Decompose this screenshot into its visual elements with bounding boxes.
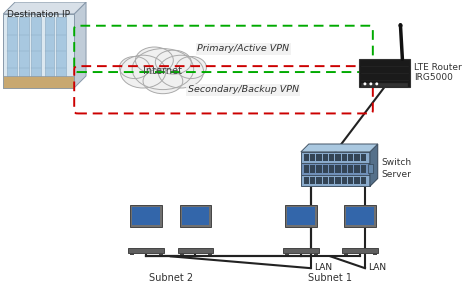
Bar — [329, 154, 334, 161]
Bar — [310, 177, 315, 185]
Bar — [128, 249, 164, 253]
Text: Internet: Internet — [143, 66, 182, 76]
Bar — [354, 165, 360, 173]
Bar — [3, 14, 74, 88]
Bar — [329, 177, 334, 185]
Bar — [310, 154, 315, 161]
Polygon shape — [3, 2, 86, 14]
Bar — [287, 207, 315, 225]
Bar — [301, 152, 370, 163]
Bar — [314, 253, 318, 255]
Bar — [3, 76, 74, 88]
Text: Subnet 2: Subnet 2 — [149, 273, 193, 283]
Bar — [177, 249, 213, 253]
Bar — [336, 154, 341, 161]
Bar — [316, 154, 322, 161]
Bar — [132, 207, 160, 225]
Bar — [285, 253, 289, 255]
Bar — [348, 165, 354, 173]
Circle shape — [363, 82, 366, 85]
Bar — [180, 205, 211, 227]
Text: Primary/Active VPN: Primary/Active VPN — [197, 44, 289, 53]
Bar — [344, 205, 376, 227]
Bar — [344, 253, 348, 255]
Bar — [348, 154, 354, 161]
Bar — [159, 253, 163, 255]
Circle shape — [375, 82, 378, 85]
Bar — [57, 17, 67, 85]
Text: Destination IP: Destination IP — [7, 10, 70, 19]
Bar — [342, 165, 347, 173]
Bar — [342, 249, 378, 253]
Bar — [354, 154, 360, 161]
Bar — [348, 177, 354, 185]
Bar — [323, 165, 328, 173]
Bar — [361, 177, 366, 185]
Bar — [342, 154, 347, 161]
Bar — [354, 177, 360, 185]
Ellipse shape — [132, 49, 194, 90]
Bar — [373, 253, 377, 255]
Bar — [310, 165, 315, 173]
Ellipse shape — [119, 57, 150, 79]
Bar — [361, 83, 408, 87]
Bar — [323, 177, 328, 185]
Bar — [342, 177, 347, 185]
Polygon shape — [301, 144, 378, 152]
Bar — [336, 177, 341, 185]
Bar — [208, 253, 212, 255]
Text: Secondary/Backup VPN: Secondary/Backup VPN — [188, 85, 299, 94]
Bar — [304, 177, 309, 185]
Bar — [361, 154, 366, 161]
Bar — [301, 175, 370, 186]
Ellipse shape — [143, 69, 183, 94]
Polygon shape — [370, 144, 378, 186]
Text: LAN: LAN — [314, 263, 332, 272]
Text: Subnet 1: Subnet 1 — [308, 273, 353, 283]
Ellipse shape — [176, 57, 206, 79]
Bar — [329, 165, 334, 173]
Bar — [323, 154, 328, 161]
Bar — [180, 253, 184, 255]
Ellipse shape — [155, 50, 191, 74]
Polygon shape — [74, 2, 86, 88]
Bar — [368, 164, 373, 172]
Bar — [7, 17, 17, 85]
Circle shape — [370, 82, 372, 85]
Bar — [285, 205, 317, 227]
Bar — [359, 59, 410, 87]
Bar — [31, 17, 41, 85]
Bar — [130, 205, 162, 227]
Bar — [182, 207, 209, 225]
Bar — [45, 17, 54, 85]
Bar — [316, 165, 322, 173]
Bar — [130, 253, 135, 255]
Bar — [304, 154, 309, 161]
Bar — [301, 163, 370, 175]
Text: IRG5000: IRG5000 — [414, 73, 453, 82]
Bar — [283, 249, 319, 253]
Ellipse shape — [135, 47, 173, 73]
Bar — [346, 207, 374, 225]
Bar — [19, 17, 29, 85]
Ellipse shape — [158, 55, 203, 88]
Ellipse shape — [120, 55, 166, 88]
Bar — [304, 165, 309, 173]
Bar — [336, 165, 341, 173]
Text: LAN: LAN — [368, 263, 386, 272]
Text: LTE Router: LTE Router — [414, 63, 462, 72]
Text: Server: Server — [382, 170, 412, 179]
Bar — [361, 165, 366, 173]
Bar — [316, 177, 322, 185]
Text: Switch: Switch — [382, 158, 412, 167]
